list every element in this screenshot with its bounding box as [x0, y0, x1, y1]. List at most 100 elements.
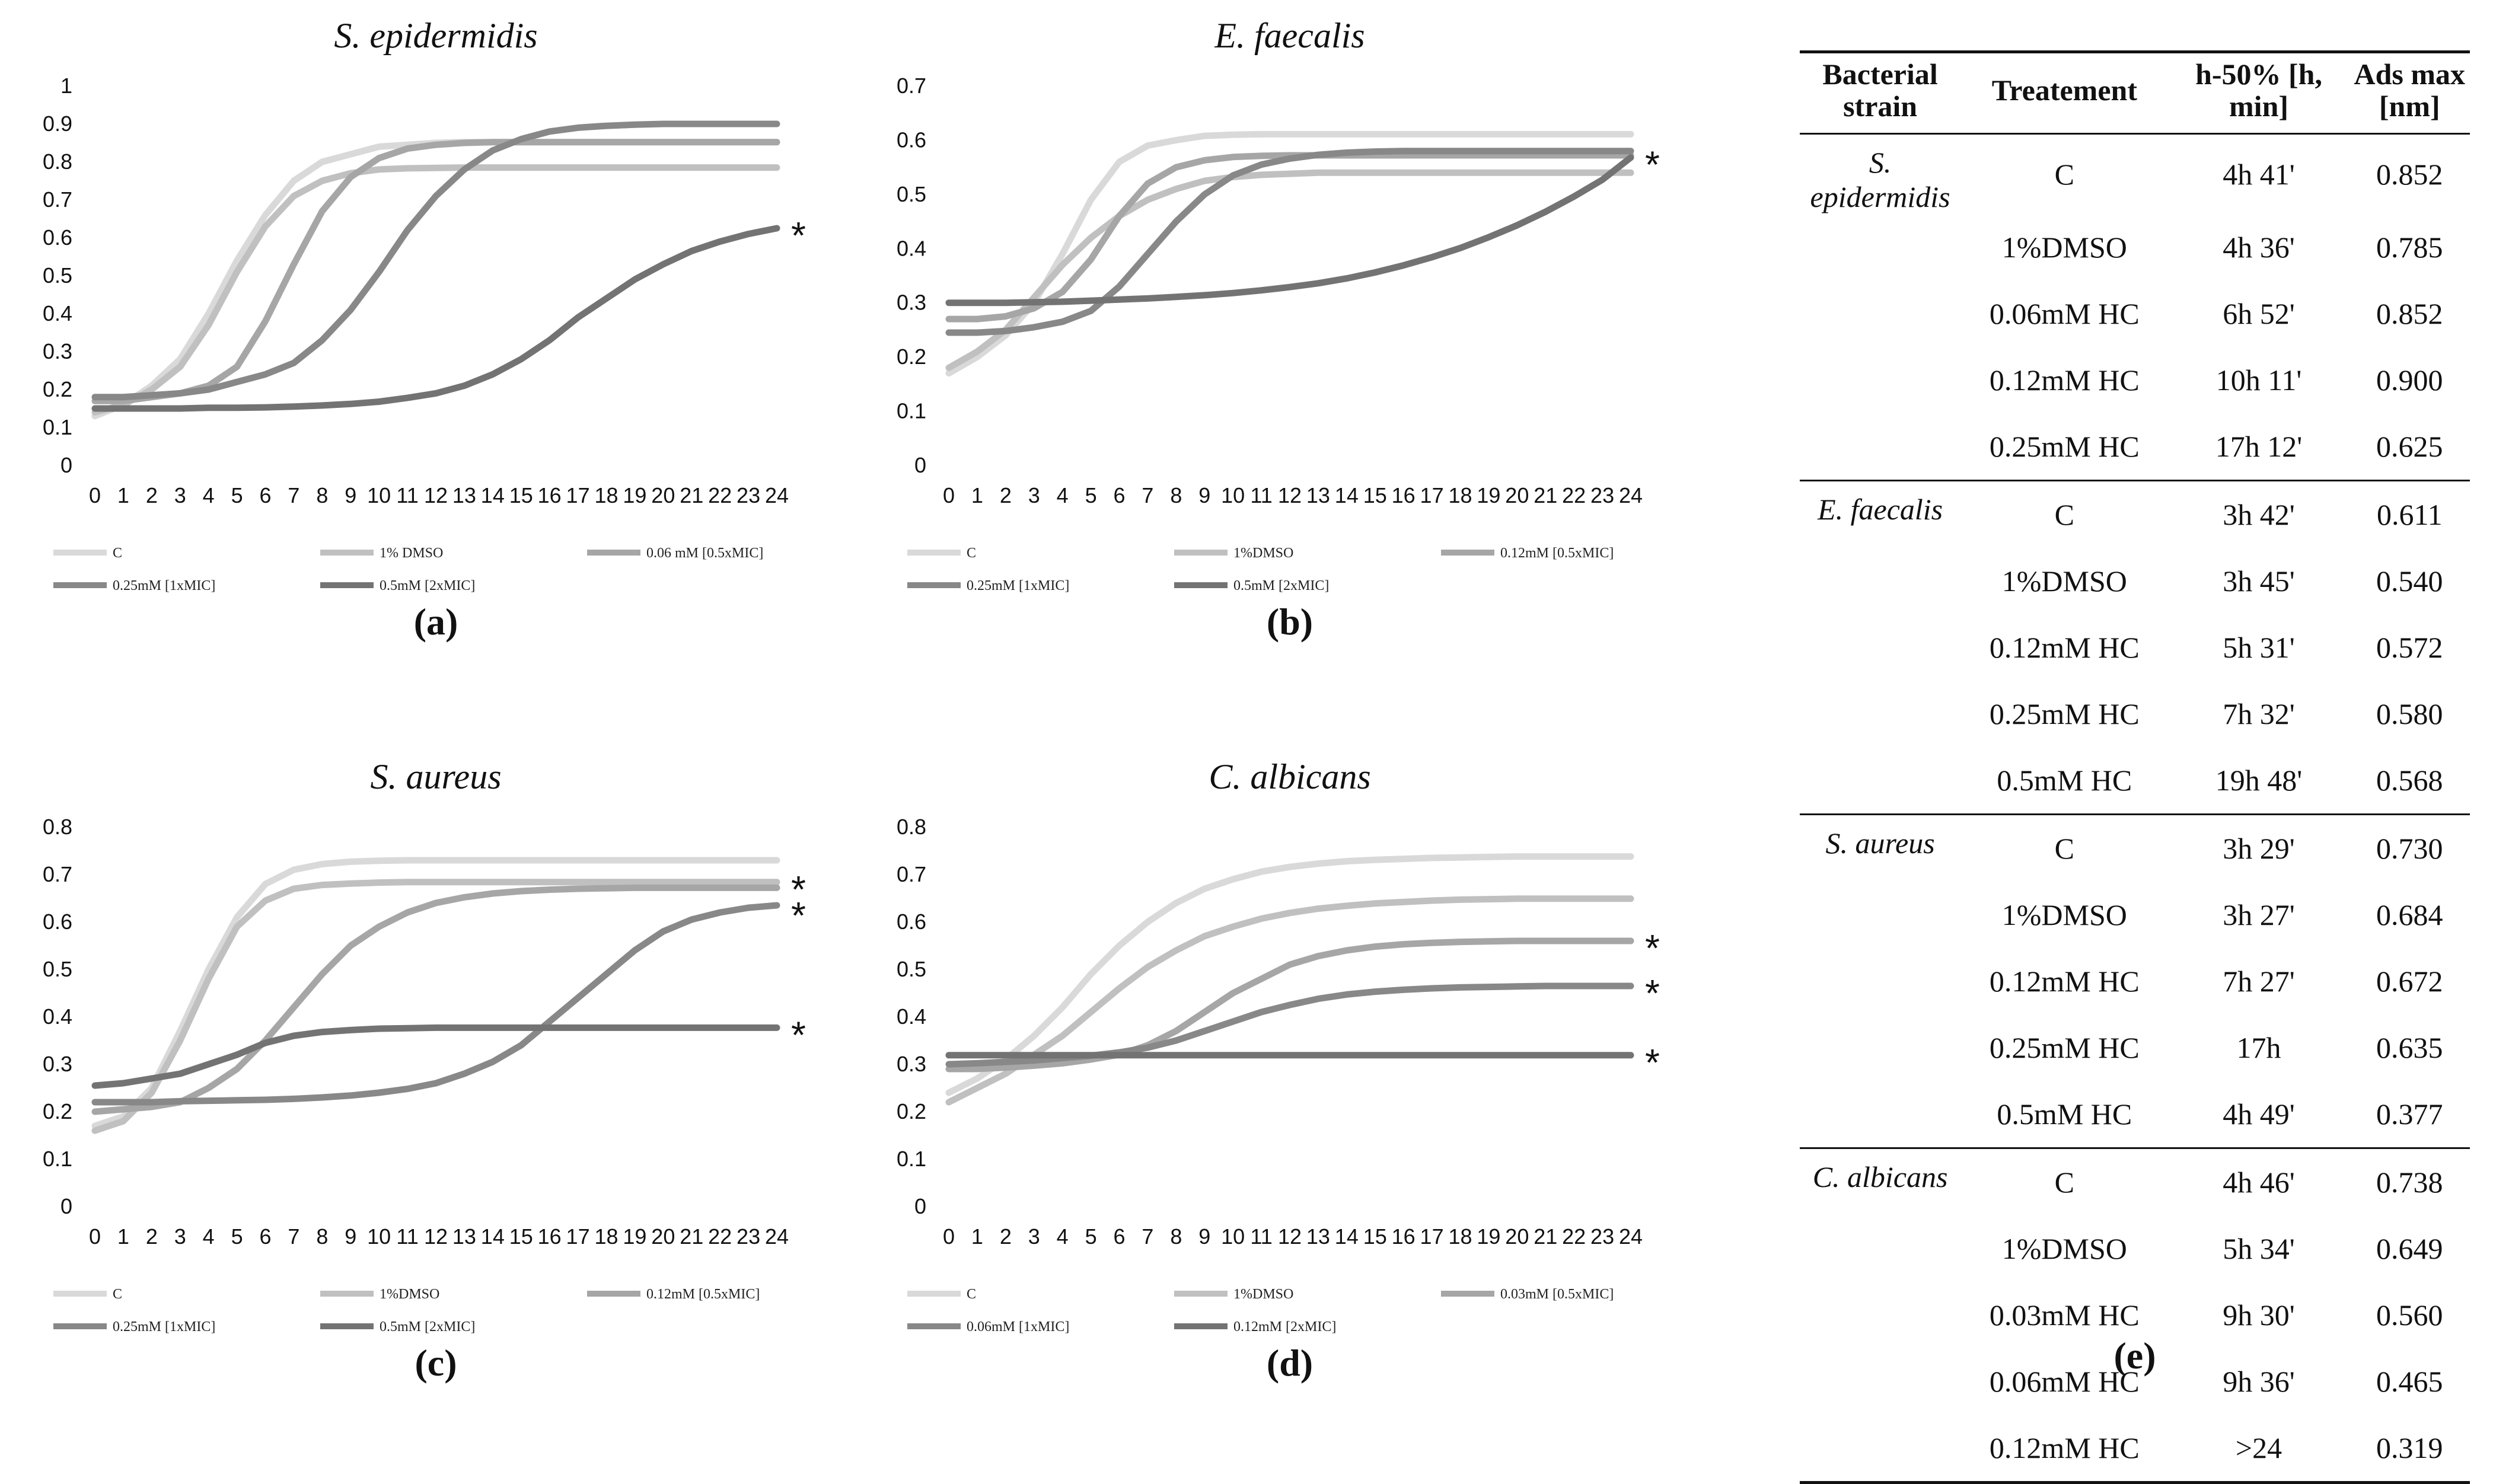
x-tick-label: 6 [259, 483, 271, 508]
y-tick-label: 0.8 [43, 149, 72, 174]
series-line [945, 152, 1634, 323]
legend-label: 1% DMSO [380, 545, 443, 561]
series-line [91, 879, 780, 1134]
series-line [91, 120, 780, 401]
x-tick-label: 17 [1420, 1224, 1444, 1249]
series-line [91, 139, 780, 420]
cell-ads-max: 0.625 [2349, 413, 2470, 481]
x-tick-label: 0 [943, 483, 955, 508]
x-tick-label: 1 [117, 1224, 129, 1249]
significance-star: * [791, 1013, 806, 1056]
cell-h50: 17h 12' [2168, 413, 2349, 481]
x-tick-label: 12 [424, 1224, 448, 1249]
x-tick-label: 2 [1000, 1224, 1012, 1249]
x-tick-label: 16 [1392, 1224, 1416, 1249]
cell-treatment: 0.06mM HC [1989, 1365, 2140, 1398]
table-row: 1%DMSO 4h 36' 0.785 [1800, 214, 2470, 280]
y-tick-label: 0.7 [43, 187, 72, 212]
x-tick-label: 22 [708, 483, 732, 508]
cell-treatment: 0.12mM HC [1989, 363, 2140, 397]
y-tick-label: 0.2 [43, 1099, 72, 1124]
y-tick-label: 0 [60, 1194, 72, 1218]
x-tick-label: 14 [1335, 483, 1359, 508]
x-tick-label: 20 [651, 1224, 675, 1249]
series-line [91, 225, 780, 412]
cell-h50: 3h 42' [2223, 498, 2295, 531]
y-tick-label: 0.4 [897, 236, 926, 260]
x-tick-label: 21 [1534, 483, 1557, 508]
x-tick-label: 11 [1250, 1224, 1272, 1249]
x-tick-label: 22 [1562, 1224, 1586, 1249]
x-tick-label: 15 [509, 1224, 533, 1249]
cell-treatment: 0.06mM HC [1989, 297, 2140, 330]
x-tick-label: 15 [1363, 1224, 1387, 1249]
y-tick-label: 0.9 [43, 111, 72, 136]
legend-label: 0.25mM [1xMIC] [113, 578, 215, 593]
y-tick-label: 0.5 [897, 182, 926, 206]
chart-title: S. aureus [370, 757, 501, 796]
legend-label: 0.12mM [0.5xMIC] [646, 1287, 760, 1302]
series-line [945, 169, 1634, 371]
x-tick-label: 4 [1057, 483, 1069, 508]
y-tick-label: 0.2 [897, 344, 926, 369]
y-tick-label: 0 [914, 1194, 926, 1218]
cell-treatment: C [2054, 158, 2075, 191]
cell-h50: 3h 45' [2223, 564, 2295, 598]
cell-ads-max: 0.785 [2376, 231, 2443, 264]
panel-label: (a) [414, 601, 458, 643]
cell-treatment: 0.12mM HC [1960, 1415, 2169, 1484]
chart-title: C. albicans [1209, 757, 1370, 796]
x-tick-label: 24 [765, 483, 789, 508]
x-tick-label: 2 [1000, 483, 1012, 508]
x-tick-label: 5 [231, 1224, 243, 1249]
legend-label: 1%DMSO [1233, 545, 1293, 561]
x-tick-label: 18 [1448, 483, 1472, 508]
cell-ads-max: 0.852 [2376, 297, 2443, 330]
panel-d: C. albicans 0 0.1 0.2 0.3 0.4 0.5 0.6 0.7 0.8 0 1 2 3… [872, 741, 1678, 1384]
y-tick-label: 0.1 [897, 399, 926, 423]
legend-label: C [113, 545, 122, 561]
x-tick-label: 2 [146, 483, 158, 508]
cell-ads-max: 0.900 [2376, 363, 2443, 397]
table-row: 0.12mM HC >24 0.319 [1800, 1415, 2470, 1484]
x-tick-label: 10 [1221, 483, 1245, 508]
cell-h50: 17h [2236, 1031, 2281, 1064]
x-tick-label: 8 [316, 483, 328, 508]
x-tick-label: 5 [231, 483, 243, 508]
cell-ads-max: 0.730 [2376, 832, 2443, 865]
table-row: S. epidermidis C 4h 41' 0.852 [1800, 134, 2470, 215]
y-tick-label: 0.8 [43, 815, 72, 839]
x-tick-label: 9 [345, 1224, 356, 1249]
table-row: S. aureus C 3h 29' 0.730 [1800, 815, 2470, 882]
x-tick-label: 12 [424, 483, 448, 508]
x-tick-label: 24 [1619, 483, 1643, 508]
x-tick-label: 16 [538, 483, 562, 508]
x-tick-label: 24 [765, 1224, 789, 1249]
x-tick-label: 7 [1142, 483, 1153, 508]
series-line [945, 895, 1634, 1106]
x-tick-label: 8 [1170, 483, 1182, 508]
cell-h50: 9h 30' [2223, 1298, 2295, 1332]
y-tick-label: 0 [60, 453, 72, 477]
x-tick-label: 8 [316, 1224, 328, 1249]
x-tick-label: 19 [623, 483, 646, 508]
y-tick-label: 0.3 [897, 291, 926, 315]
legend-label: 0.06 mM [0.5xMIC] [646, 545, 763, 561]
y-tick-label: 0.5 [43, 957, 72, 981]
cell-h50: 7h 32' [2223, 697, 2295, 730]
x-tick-label: 4 [203, 483, 215, 508]
chart-title: S. epidermidis [334, 16, 537, 55]
table-row: 0.12mM HC 10h 11' 0.900 [1800, 347, 2470, 413]
x-tick-label: 15 [1363, 483, 1387, 508]
cell-treatment: C [2054, 832, 2075, 865]
series-line [945, 148, 1634, 336]
cell-strain [1800, 1215, 1960, 1282]
cell-ads-max: 0.738 [2376, 1166, 2443, 1199]
cell-treatment: 0.5mM HC [1960, 1081, 2169, 1149]
x-tick-label: 6 [1113, 483, 1125, 508]
x-tick-label: 18 [594, 1224, 618, 1249]
series-line [945, 130, 1634, 377]
y-tick-label: 0.7 [897, 862, 926, 886]
cell-h50: 4h 46' [2223, 1166, 2295, 1199]
cell-treatment: 1%DMSO [2001, 231, 2127, 264]
